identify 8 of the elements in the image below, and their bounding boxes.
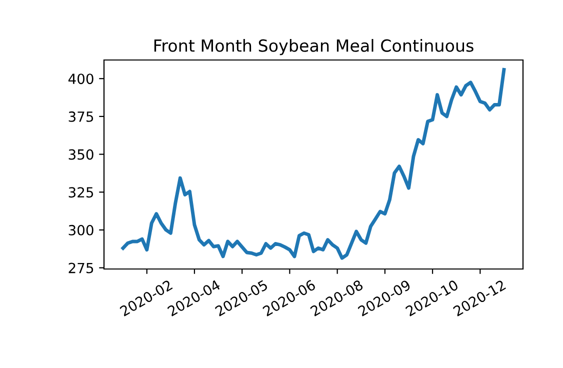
y-tick-label: 325 — [68, 187, 94, 198]
y-tick-label: 400 — [68, 74, 94, 84]
y-tick-label: 300 — [68, 224, 94, 236]
y-tick-label: 375 — [68, 111, 94, 122]
line-series — [121, 68, 506, 260]
y-tick-label: 350 — [68, 149, 94, 160]
chart-title: Front Month Soybean Meal Continuous — [154, 39, 474, 56]
y-tick-label: 275 — [68, 262, 94, 274]
